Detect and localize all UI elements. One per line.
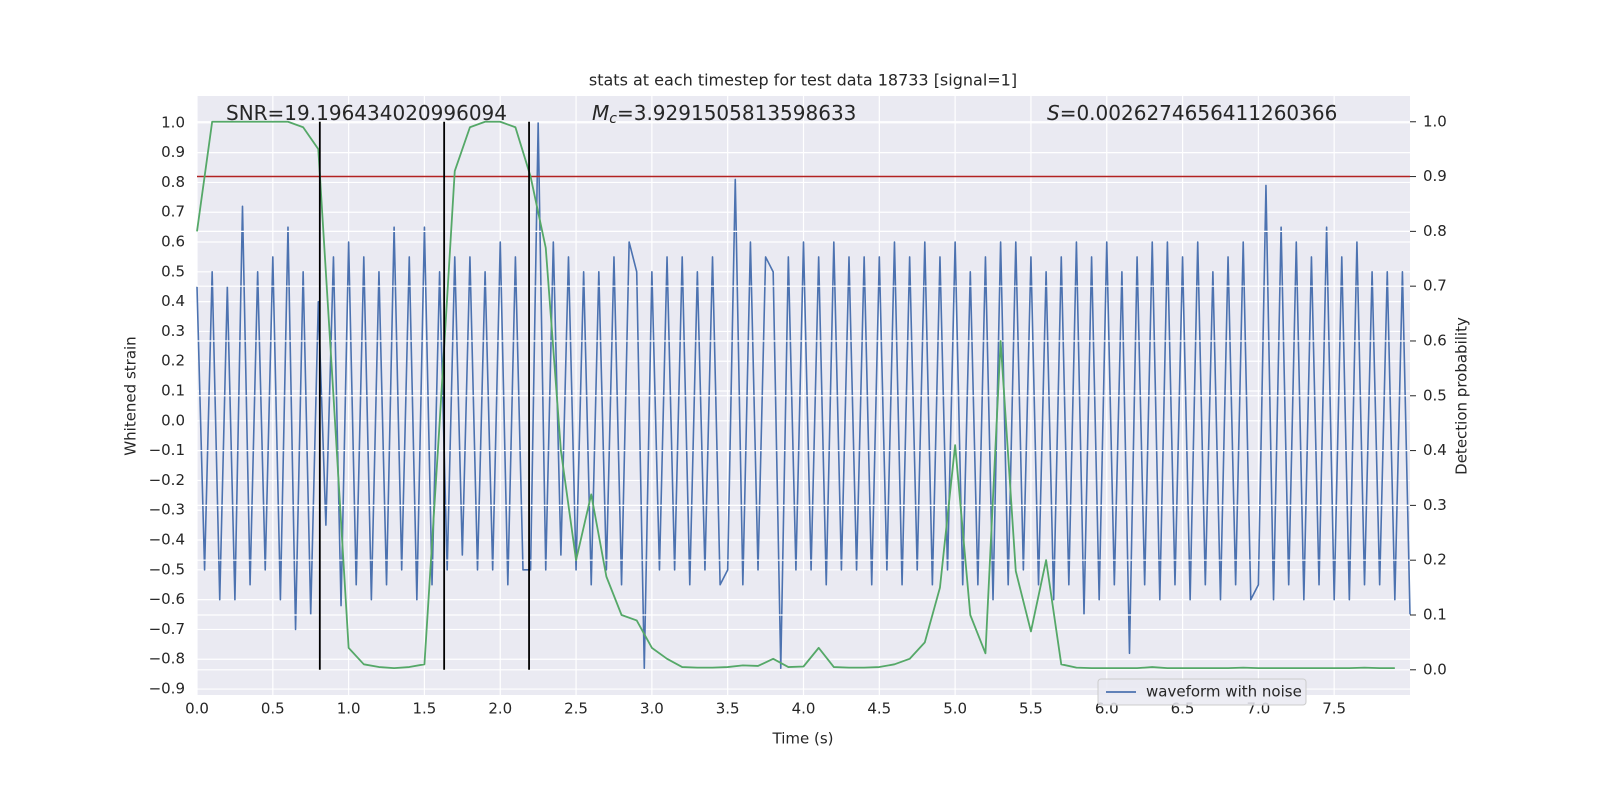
y-tick-label: 0.3 bbox=[161, 322, 185, 340]
y2-tick-label: 0.0 bbox=[1423, 660, 1447, 678]
y-tick-label: 0.4 bbox=[161, 292, 185, 310]
y2-tick-label: 0.6 bbox=[1423, 331, 1447, 349]
annotation-subscript: c bbox=[609, 111, 617, 127]
y-tick-label: 0.0 bbox=[161, 411, 185, 429]
annotation-symbol: S bbox=[1047, 101, 1060, 125]
y-tick-label: −0.1 bbox=[149, 441, 185, 459]
y-tick-label: 0.2 bbox=[161, 352, 185, 370]
y-tick-label: −0.9 bbox=[149, 680, 185, 698]
y2-tick-label: 0.4 bbox=[1423, 441, 1447, 459]
y2-tick-label: 0.5 bbox=[1423, 386, 1447, 404]
y-tick-label: 0.9 bbox=[161, 143, 185, 161]
y-tick-label: −0.2 bbox=[149, 471, 185, 489]
y-tick-label: −0.7 bbox=[149, 620, 185, 638]
y2-tick-label: 1.0 bbox=[1423, 112, 1447, 130]
x-tick-label: 3.0 bbox=[640, 700, 664, 718]
annotation-symbol: M bbox=[592, 101, 609, 125]
y-tick-label: 0.5 bbox=[161, 262, 185, 280]
y-axis-label: Whitened strain bbox=[122, 336, 140, 455]
y2-tick-label: 0.2 bbox=[1423, 551, 1447, 569]
chart-title: stats at each timestep for test data 187… bbox=[589, 71, 1017, 90]
y-tick-label: −0.8 bbox=[149, 650, 185, 668]
x-tick-label: 3.5 bbox=[716, 700, 740, 718]
x-tick-label: 4.0 bbox=[792, 700, 816, 718]
annotation-text: SNR=19.196434020996094 bbox=[226, 101, 507, 125]
y-tick-label: 0.6 bbox=[161, 233, 185, 251]
y-tick-label: −0.4 bbox=[149, 531, 185, 549]
y-tick-label: −0.6 bbox=[149, 590, 185, 608]
y-tick-label: 1.0 bbox=[161, 113, 185, 131]
x-tick-label: 5.5 bbox=[1019, 700, 1043, 718]
x-tick-label: 2.0 bbox=[488, 700, 512, 718]
y-tick-label: −0.3 bbox=[149, 501, 185, 519]
data-line bbox=[196, 122, 1411, 669]
x-tick-label: 1.0 bbox=[337, 700, 361, 718]
y-tick-label: 0.8 bbox=[161, 173, 185, 191]
x-tick-label: 5.0 bbox=[943, 700, 967, 718]
annotation: SNR=19.196434020996094 bbox=[226, 101, 507, 125]
legend-label: waveform with noise bbox=[1146, 683, 1302, 701]
y2-tick-label: 0.3 bbox=[1423, 496, 1447, 514]
x-tick-label: 0.5 bbox=[261, 700, 285, 718]
annotation-text: =3.9291505813598633 bbox=[617, 101, 856, 125]
y2-tick-label: 0.1 bbox=[1423, 605, 1447, 623]
x-tick-label: 7.5 bbox=[1322, 700, 1346, 718]
x-tick-label: 2.5 bbox=[564, 700, 588, 718]
x-tick-label: 1.5 bbox=[413, 700, 437, 718]
annotation: Mc=3.9291505813598633 bbox=[592, 101, 856, 128]
annotation: S=0.0026274656411260366 bbox=[1047, 101, 1337, 125]
data-line bbox=[196, 120, 1395, 670]
annotation-text: =0.0026274656411260366 bbox=[1060, 101, 1338, 125]
y2-axis-label: Detection probability bbox=[1453, 317, 1471, 475]
y2-tick-label: 0.8 bbox=[1423, 222, 1447, 240]
y-tick-label: 0.7 bbox=[161, 203, 185, 221]
y2-tick-label: 0.7 bbox=[1423, 277, 1447, 295]
y-tick-label: 0.1 bbox=[161, 382, 185, 400]
y-tick-label: −0.5 bbox=[149, 560, 185, 578]
y2-tick-label: 0.9 bbox=[1423, 167, 1447, 185]
x-tick-label: 4.5 bbox=[867, 700, 891, 718]
legend-box bbox=[1097, 678, 1307, 706]
x-tick-label: 0.0 bbox=[185, 700, 209, 718]
x-axis-label: Time (s) bbox=[772, 730, 834, 748]
